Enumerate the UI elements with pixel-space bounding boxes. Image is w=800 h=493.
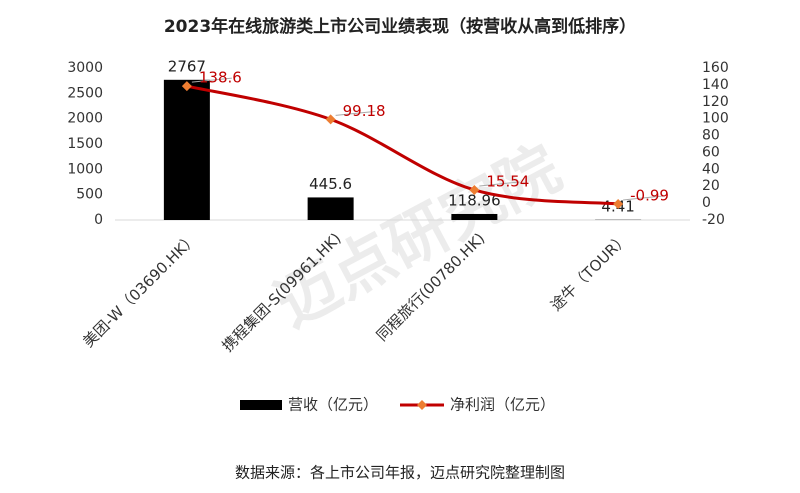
bar — [307, 197, 354, 220]
line-value-label: 99.18 — [343, 102, 386, 120]
y2-tick-label: 40 — [702, 161, 720, 177]
leader-line — [623, 195, 664, 201]
line-marker — [613, 198, 624, 209]
line-value-label: -0.99 — [630, 186, 669, 204]
y-tick-label: 1000 — [67, 161, 103, 177]
line-marker — [469, 184, 480, 195]
y-tick-label: 0 — [94, 212, 103, 228]
chart-title: 2023年在线旅游类上市公司业绩表现（按营收从高到低排序） — [164, 16, 636, 37]
leader-line — [191, 77, 232, 83]
legend-swatch — [240, 400, 282, 410]
legend-swatch — [417, 400, 427, 410]
x-tick-label: 途牛（TOUR） — [547, 229, 632, 314]
line — [186, 84, 619, 206]
bar-value-label: 2767 — [168, 57, 206, 75]
source-note: 数据来源：各上市公司年报，迈点研究院整理制图 — [235, 464, 565, 482]
x-tick-label: 美团-W（03690.HK） — [79, 229, 201, 351]
y2-tick-label: -20 — [702, 212, 725, 228]
y2-tick-label: 160 — [702, 60, 729, 76]
legend-label: 净利润（亿元） — [450, 396, 555, 414]
y-tick-label: 500 — [76, 187, 103, 203]
y-tick-label: 1500 — [67, 136, 103, 152]
legend-label: 营收（亿元） — [288, 396, 378, 414]
y-tick-label: 2500 — [67, 85, 103, 101]
y2-tick-label: 120 — [702, 94, 729, 110]
bar-value-label: 445.6 — [309, 175, 352, 193]
line-marker — [325, 114, 336, 125]
line-value-label: 15.54 — [486, 172, 529, 190]
line-marker — [181, 81, 192, 92]
y-tick-label: 2000 — [67, 111, 103, 127]
y-tick-label: 3000 — [67, 60, 103, 76]
leader-line — [479, 181, 520, 187]
y2-tick-label: 20 — [702, 178, 720, 194]
bar — [451, 213, 498, 220]
y2-tick-label: 60 — [702, 144, 720, 160]
y2-tick-label: 100 — [702, 111, 729, 127]
y2-tick-label: 140 — [702, 77, 729, 93]
line-value-label: 138.6 — [199, 69, 242, 87]
y2-tick-label: 80 — [702, 128, 720, 144]
bar — [163, 79, 210, 221]
bar-value-label: 118.96 — [448, 191, 501, 209]
y2-tick-label: 0 — [702, 195, 711, 211]
leader-line — [335, 110, 376, 116]
